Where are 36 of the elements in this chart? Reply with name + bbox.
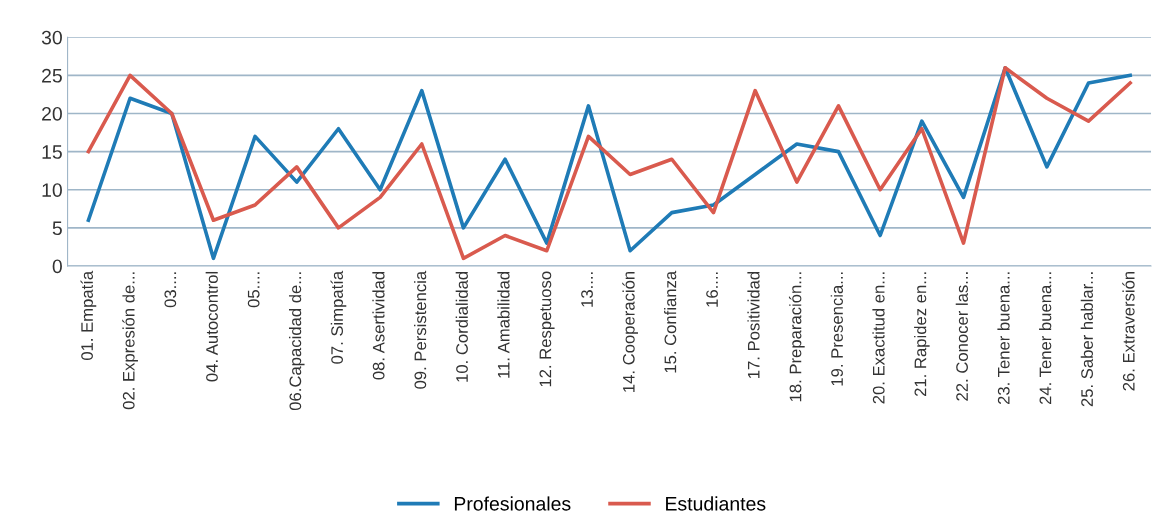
x-tick-label: 15. Confianza (664, 270, 677, 373)
y-tick-label: 10 (42, 183, 62, 197)
x-tick-label: 13.... (581, 272, 593, 307)
x-tick-label: 21. Rapidez en... (914, 272, 930, 397)
x-tick-label: 10. Cordialidad (455, 271, 468, 382)
x-tick-label: 03.... (164, 272, 177, 308)
x-tick-label: 14. Cooperación (622, 271, 638, 392)
y-tick-label: 15 (42, 145, 62, 159)
x-tick-label: 07. Simpatía (330, 270, 347, 364)
x-tick-label: 02. Expresión de... (122, 272, 138, 410)
x-tick-label: 20. Exactitud en... (872, 272, 885, 404)
x-tick-label: 09. Persistencia (414, 270, 427, 389)
y-tick-label: 0 (52, 259, 62, 274)
legend-label: Profesionales (454, 496, 571, 511)
line-series (86, 65, 1132, 261)
x-tick-label: 24. Tener buena... (1039, 272, 1052, 405)
x-tick-label: 16.... (706, 272, 718, 307)
y-tick-label: 25 (42, 68, 62, 83)
x-tick-label: 12. Respetuoso (539, 271, 555, 387)
x-tick-label: 04. Autocontrol (205, 271, 218, 382)
x-tick-label: 22. Conocer las... (955, 272, 968, 401)
y-tick-label: 5 (52, 221, 62, 236)
y-tick-label: 20 (42, 106, 62, 121)
x-tick-label: 05.... (247, 272, 260, 308)
x-tick-label: 19. Presencia... (830, 272, 843, 386)
x-tick-label: 18. Preparación... (788, 272, 805, 402)
x-tick-label: 01. Empatía (80, 270, 97, 361)
y-tick-label: 30 (41, 30, 62, 45)
x-tick-label: 06.Capacidad de... (288, 272, 305, 411)
x-tick-label: 17. Positividad (747, 271, 760, 378)
x-tick-label: 08. Asertividad (372, 271, 385, 380)
x-tick-label: 23. Tener buena... (997, 272, 1010, 405)
x-tick-label: 26. Extraversión (1122, 271, 1135, 391)
x-tick-label: 11. Amabilidad (497, 271, 510, 378)
legend-label: Estudiantes (666, 496, 766, 511)
x-tick-label: 25. Saber hablar... (1080, 272, 1093, 407)
